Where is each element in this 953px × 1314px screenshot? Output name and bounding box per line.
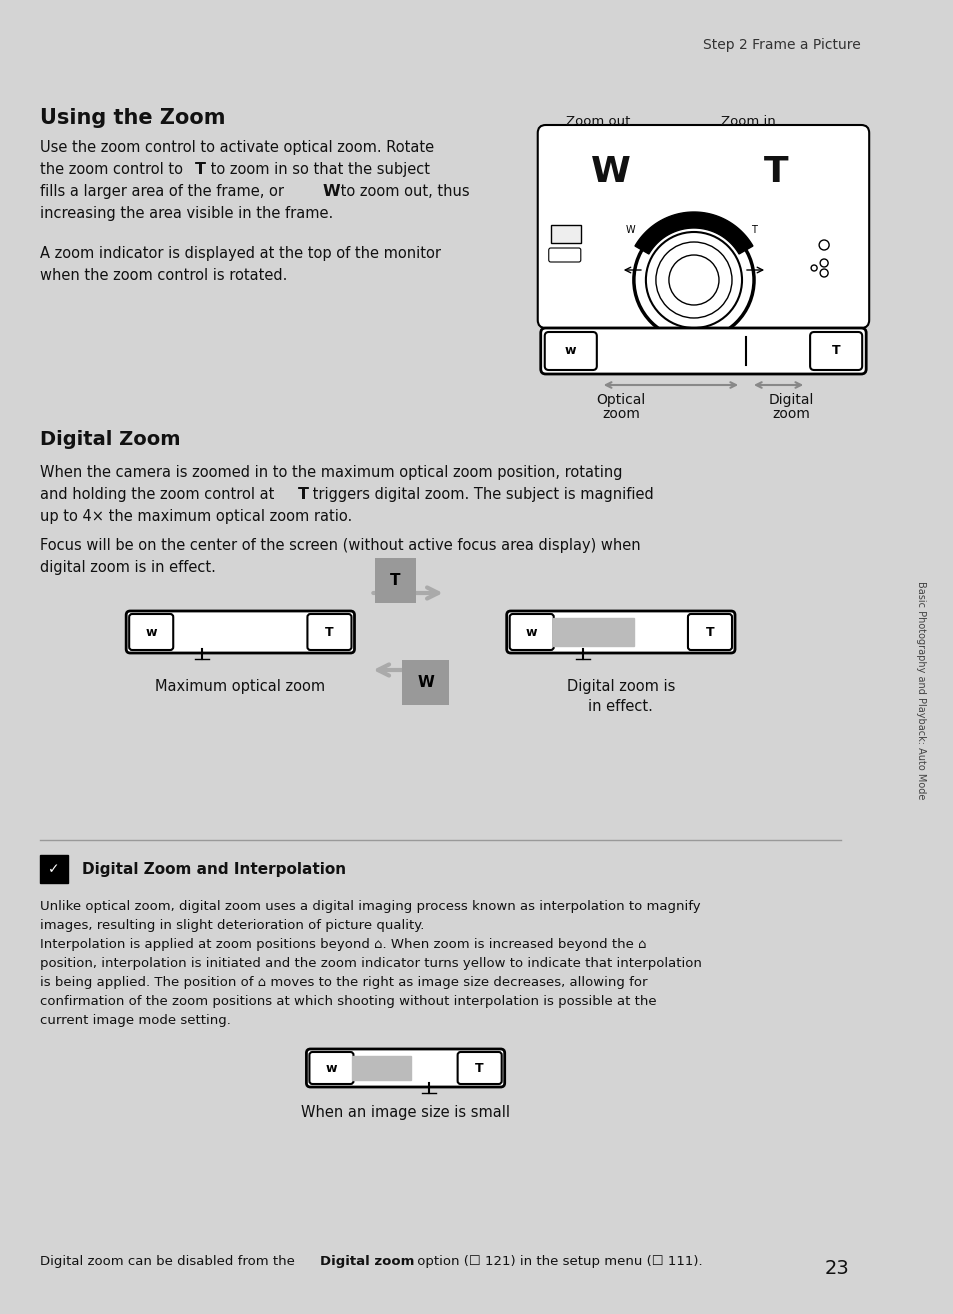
FancyBboxPatch shape [809, 332, 862, 371]
Text: position, interpolation is initiated and the zoom indicator turns yellow to indi: position, interpolation is initiated and… [40, 957, 701, 970]
Text: T: T [763, 155, 788, 189]
Text: T: T [705, 625, 714, 639]
FancyBboxPatch shape [309, 1053, 354, 1084]
Text: T: T [831, 344, 840, 357]
Text: zoom: zoom [601, 407, 639, 420]
FancyBboxPatch shape [457, 1053, 501, 1084]
Text: Digital zoom is: Digital zoom is [566, 679, 675, 694]
Text: and holding the zoom control at: and holding the zoom control at [40, 487, 279, 502]
Text: in effect.: in effect. [588, 699, 653, 714]
FancyBboxPatch shape [548, 248, 580, 261]
FancyBboxPatch shape [509, 614, 553, 650]
FancyBboxPatch shape [126, 611, 355, 653]
Text: T: T [750, 225, 756, 235]
Text: confirmation of the zoom positions at which shooting without interpolation is po: confirmation of the zoom positions at wh… [40, 995, 656, 1008]
FancyBboxPatch shape [537, 125, 868, 328]
Text: w: w [145, 625, 157, 639]
Text: when the zoom control is rotated.: when the zoom control is rotated. [40, 268, 287, 283]
Text: T: T [475, 1062, 483, 1075]
Text: Interpolation is applied at zoom positions beyond ⌂. When zoom is increased beyo: Interpolation is applied at zoom positio… [40, 938, 646, 951]
Text: Digital Zoom: Digital Zoom [40, 430, 180, 449]
Text: Maximum optical zoom: Maximum optical zoom [155, 679, 325, 694]
Text: up to 4× the maximum optical zoom ratio.: up to 4× the maximum optical zoom ratio. [40, 509, 352, 524]
Text: Focus will be on the center of the screen (without active focus area display) wh: Focus will be on the center of the scree… [40, 537, 640, 553]
Bar [550, 225, 580, 243]
Text: ✓: ✓ [49, 862, 60, 876]
Text: w: w [525, 625, 537, 639]
Text: When the camera is zoomed in to the maximum optical zoom position, rotating: When the camera is zoomed in to the maxi… [40, 465, 622, 480]
FancyBboxPatch shape [306, 1049, 504, 1087]
Text: 23: 23 [823, 1259, 848, 1279]
Text: is being applied. The position of ⌂ moves to the right as image size decreases, : is being applied. The position of ⌂ move… [40, 976, 647, 989]
Text: T: T [390, 573, 400, 587]
Bar [352, 1056, 411, 1080]
Text: Step 2 Frame a Picture: Step 2 Frame a Picture [702, 38, 861, 53]
Text: fills a larger area of the frame, or: fills a larger area of the frame, or [40, 184, 289, 198]
Text: W: W [590, 155, 630, 189]
Text: triggers digital zoom. The subject is magnified: triggers digital zoom. The subject is ma… [308, 487, 654, 502]
Text: T: T [325, 625, 334, 639]
Text: current image mode setting.: current image mode setting. [40, 1014, 231, 1028]
Text: T: T [297, 487, 308, 502]
Text: Digital Zoom and Interpolation: Digital Zoom and Interpolation [82, 862, 346, 876]
Text: option (☐ 121) in the setup menu (☐ 111).: option (☐ 121) in the setup menu (☐ 111)… [412, 1255, 701, 1268]
FancyBboxPatch shape [540, 328, 865, 374]
Text: Digital zoom: Digital zoom [320, 1255, 415, 1268]
Text: increasing the area visible in the frame.: increasing the area visible in the frame… [40, 206, 333, 221]
Text: to zoom out, thus: to zoom out, thus [336, 184, 470, 198]
Text: Using the Zoom: Using the Zoom [40, 108, 225, 127]
Text: Unlike optical zoom, digital zoom uses a digital imaging process known as interp: Unlike optical zoom, digital zoom uses a… [40, 900, 700, 913]
Text: w: w [564, 344, 576, 357]
FancyBboxPatch shape [687, 614, 731, 650]
FancyBboxPatch shape [129, 614, 173, 650]
Bar [40, 855, 68, 883]
FancyBboxPatch shape [307, 614, 351, 650]
Text: w: w [325, 1062, 336, 1075]
Text: Basic Photography and Playback: Auto Mode: Basic Photography and Playback: Auto Mod… [915, 581, 924, 799]
Text: W: W [416, 675, 434, 690]
Bar [676, 330, 696, 336]
Text: Zoom in: Zoom in [720, 116, 775, 127]
Text: W: W [322, 184, 339, 198]
Text: Zoom out: Zoom out [565, 116, 630, 127]
Text: When an image size is small: When an image size is small [301, 1105, 510, 1120]
Text: to zoom in so that the subject: to zoom in so that the subject [206, 162, 430, 177]
Text: images, resulting in slight deterioration of picture quality.: images, resulting in slight deterioratio… [40, 918, 424, 932]
Text: the zoom control to: the zoom control to [40, 162, 188, 177]
Text: Digital: Digital [767, 393, 813, 407]
FancyBboxPatch shape [506, 611, 734, 653]
Text: Use the zoom control to activate optical zoom. Rotate: Use the zoom control to activate optical… [40, 141, 434, 155]
Text: zoom: zoom [771, 407, 809, 420]
Text: W: W [625, 225, 635, 235]
Bar [0, 0, 886, 72]
Text: Digital zoom can be disabled from the: Digital zoom can be disabled from the [40, 1255, 299, 1268]
Text: digital zoom is in effect.: digital zoom is in effect. [40, 560, 215, 574]
Text: Optical: Optical [596, 393, 645, 407]
Polygon shape [635, 212, 752, 254]
FancyBboxPatch shape [544, 332, 597, 371]
Bar [552, 618, 634, 646]
Text: A zoom indicator is displayed at the top of the monitor: A zoom indicator is displayed at the top… [40, 246, 440, 260]
Text: T: T [195, 162, 206, 177]
